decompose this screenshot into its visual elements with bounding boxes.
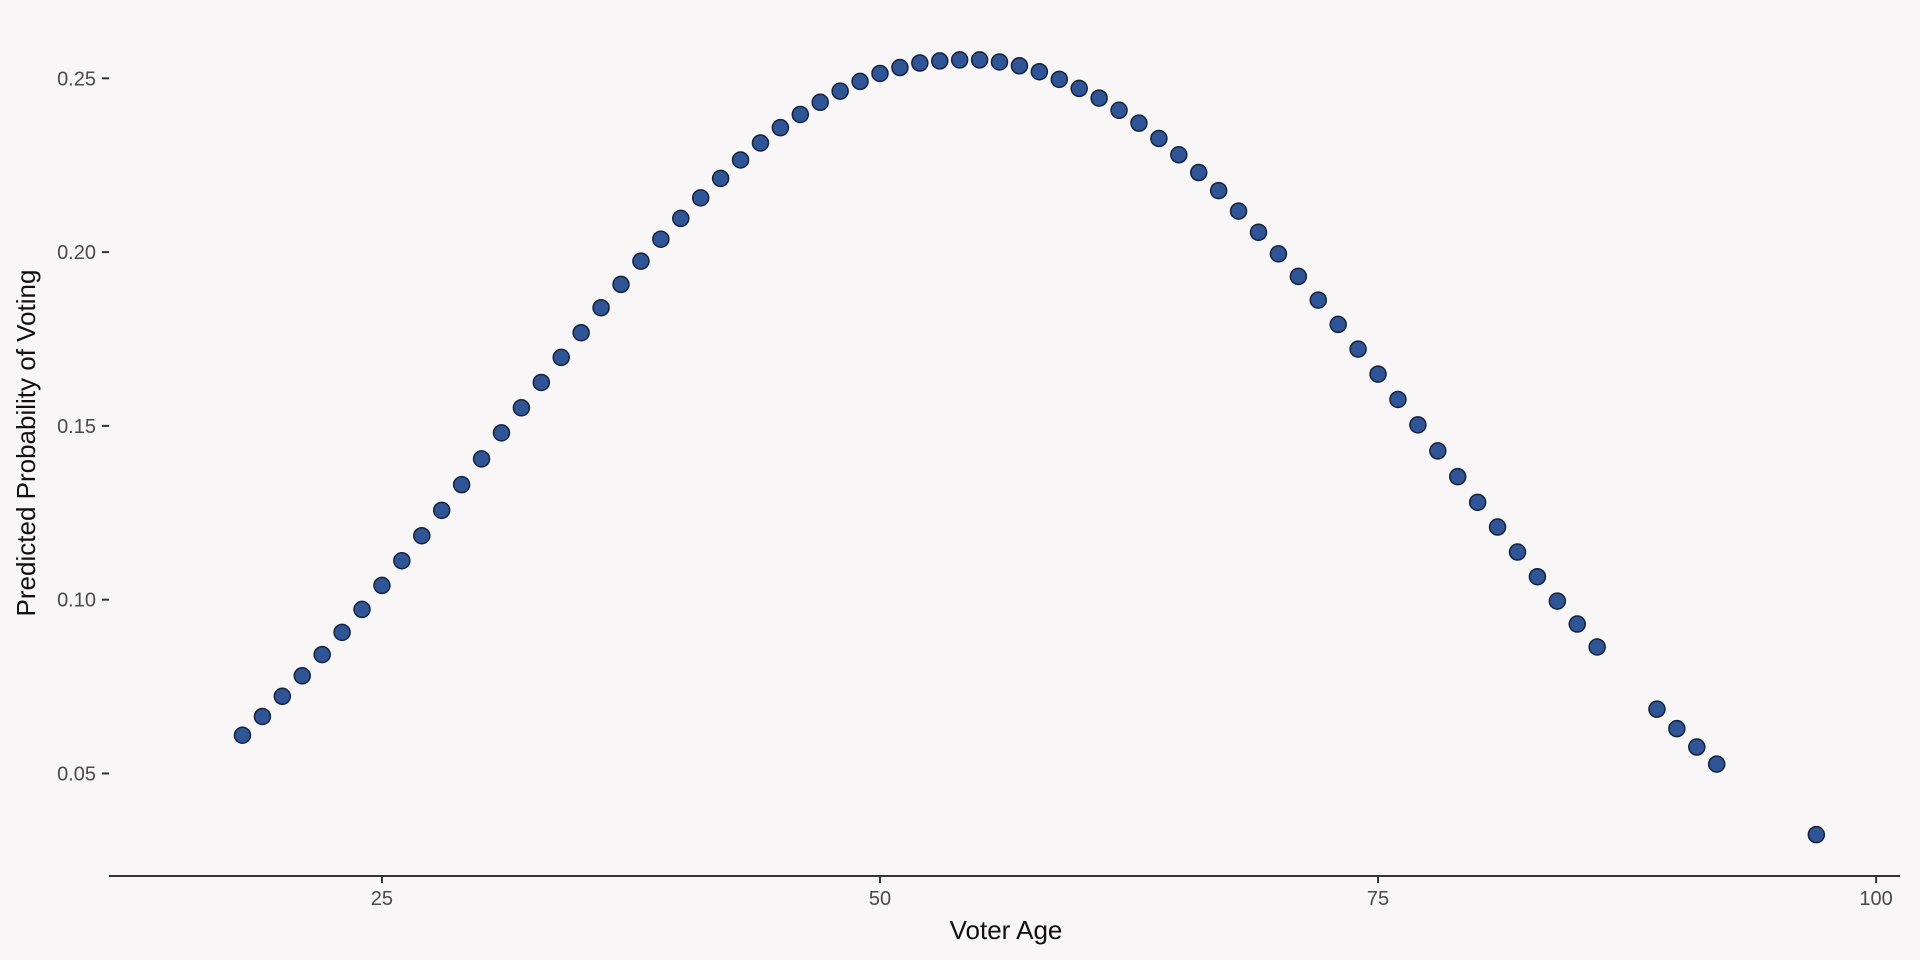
data-point — [492, 424, 511, 442]
data-point — [970, 51, 989, 69]
data-point — [1508, 543, 1527, 561]
data-point — [413, 526, 431, 545]
data-point — [1707, 755, 1726, 773]
x-tick-label: 50 — [869, 888, 891, 910]
data-point — [811, 93, 829, 112]
data-point — [432, 501, 451, 520]
data-point — [1170, 146, 1188, 164]
data-point — [931, 52, 949, 70]
data-point — [472, 450, 491, 468]
data-point — [1429, 442, 1447, 460]
data-point — [532, 373, 551, 392]
x-tick-label: 75 — [1367, 888, 1389, 910]
data-point — [1468, 493, 1487, 512]
data-point — [512, 399, 531, 417]
data-point — [1588, 638, 1606, 656]
data-point — [990, 53, 1009, 71]
data-point — [1050, 70, 1069, 89]
data-point — [293, 667, 311, 685]
y-tick-label: 0.10 — [57, 590, 96, 612]
data-point — [891, 58, 909, 77]
data-point — [911, 54, 929, 72]
x-tick-label: 25 — [371, 888, 393, 910]
data-point — [373, 576, 391, 595]
data-point — [711, 169, 730, 188]
data-point — [672, 209, 690, 228]
data-point — [253, 707, 272, 726]
data-point — [1030, 62, 1049, 81]
data-point — [731, 151, 750, 169]
data-point — [791, 105, 810, 124]
data-point — [1448, 467, 1467, 486]
y-tick-label: 0.20 — [57, 242, 96, 264]
data-point — [632, 252, 650, 270]
data-point — [871, 64, 889, 83]
data-point — [1369, 365, 1387, 383]
data-point — [771, 118, 790, 137]
data-point — [1528, 567, 1547, 586]
data-point — [1568, 615, 1587, 633]
data-point — [612, 275, 630, 294]
data-point — [1349, 340, 1367, 358]
data-point — [592, 298, 610, 317]
data-point — [1269, 245, 1288, 263]
data-point — [393, 551, 411, 570]
data-point — [333, 623, 351, 642]
data-point — [1110, 101, 1128, 120]
data-point — [233, 726, 252, 744]
data-point — [452, 475, 471, 494]
data-point — [353, 600, 371, 619]
data-point — [1409, 416, 1427, 434]
data-point — [652, 230, 670, 248]
data-point — [1548, 592, 1567, 610]
data-point — [691, 189, 710, 207]
data-point — [831, 82, 849, 100]
data-point — [1688, 738, 1706, 756]
data-point — [1130, 114, 1148, 132]
data-point — [1668, 719, 1686, 738]
data-point — [552, 348, 570, 367]
data-point — [1150, 129, 1168, 148]
data-point — [1807, 825, 1826, 844]
data-point — [950, 51, 969, 69]
data-point — [1309, 291, 1328, 309]
x-axis-title: Voter Age — [950, 915, 1063, 945]
data-point — [1488, 518, 1507, 536]
y-tick-label: 0.05 — [57, 763, 96, 785]
y-tick-label: 0.15 — [57, 416, 96, 438]
data-point — [1389, 390, 1407, 409]
data-points — [233, 51, 1826, 844]
data-point — [313, 645, 331, 664]
data-point — [1648, 700, 1666, 718]
data-point — [572, 323, 590, 342]
data-point — [1229, 202, 1248, 220]
data-point — [1329, 315, 1347, 334]
data-point — [751, 134, 770, 152]
data-point — [1289, 267, 1308, 286]
data-point — [1249, 223, 1268, 242]
data-point — [273, 687, 292, 706]
data-point — [1010, 57, 1029, 75]
y-axis-title: Predicted Probability of Voting — [11, 270, 41, 617]
data-point — [1070, 79, 1088, 98]
data-point — [851, 72, 869, 91]
data-point — [1209, 181, 1228, 200]
data-point — [1090, 89, 1108, 107]
y-tick-label: 0.25 — [57, 68, 96, 90]
y-axis: 0.05 0.10 0.15 0.20 0.25 — [57, 68, 109, 785]
data-point — [1189, 163, 1208, 182]
x-tick-label: 100 — [1859, 888, 1892, 910]
x-axis: 25 50 75 100 — [109, 875, 1900, 910]
